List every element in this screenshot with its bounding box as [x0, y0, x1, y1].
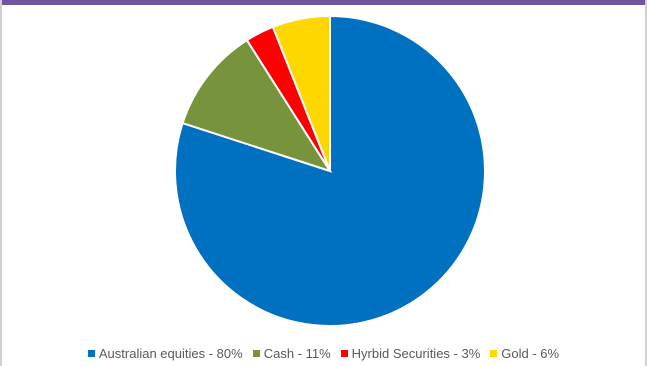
legend-swatch-2 — [340, 349, 348, 357]
legend-item-1: Cash - 11% — [252, 345, 331, 361]
legend-label-2: Hyrbid Securities - 3% — [351, 345, 481, 361]
legend-label-0: Australian equities - 80% — [98, 345, 243, 361]
pie-chart — [174, 14, 486, 327]
legend-item-3: Gold - 6% — [490, 346, 559, 361]
pie-slice-3 — [271, 14, 331, 172]
pie-slice-1 — [181, 38, 333, 173]
window-top-bar — [2, 0, 645, 5]
legend-swatch-0 — [87, 349, 95, 357]
legend-swatch-3 — [490, 349, 498, 357]
legend-label-3: Gold - 6% — [501, 345, 560, 361]
legend-swatch-1 — [252, 349, 260, 357]
legend-item-0: Australian equities - 80% — [87, 345, 243, 361]
legend-item-2: Hyrbid Securities - 3% — [340, 345, 481, 361]
chart-legend: Australian equities - 80% Cash - 11% Hyrbi… — [2, 343, 645, 363]
legend-label-1: Cash - 11% — [263, 345, 331, 361]
